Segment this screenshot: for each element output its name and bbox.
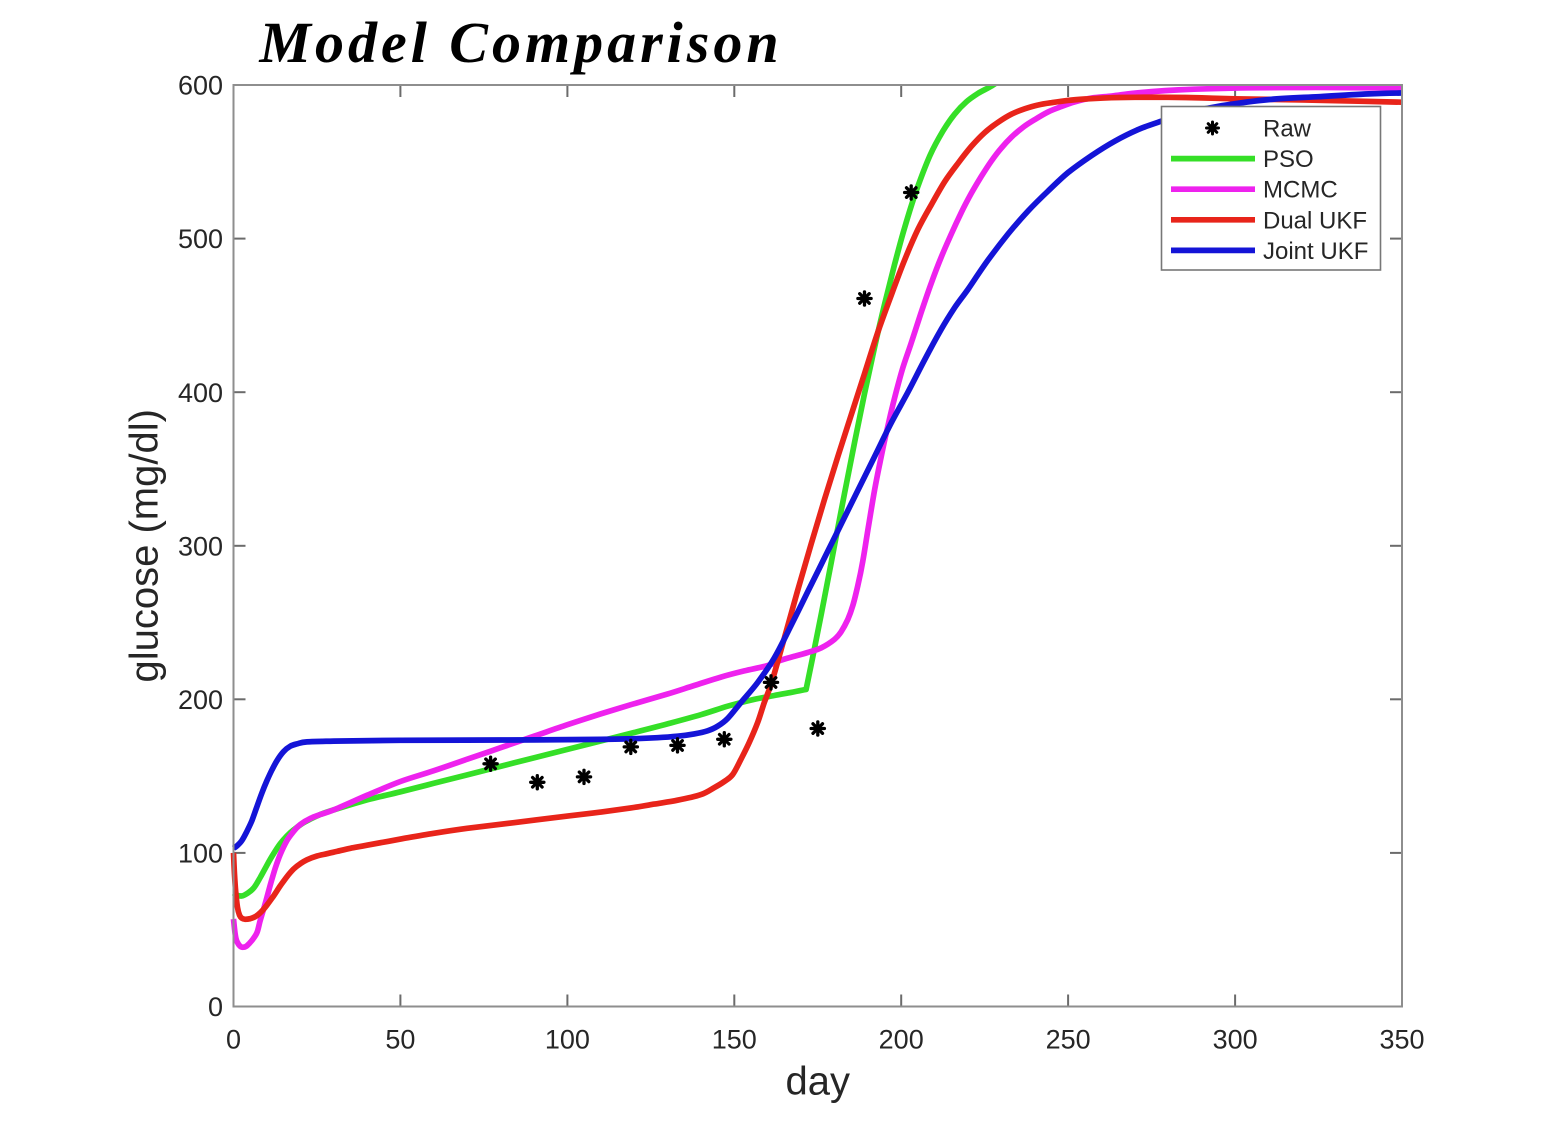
- svg-text:400: 400: [178, 378, 223, 408]
- svg-text:350: 350: [1379, 1025, 1424, 1055]
- svg-text:day: day: [786, 1060, 851, 1104]
- svg-text:Joint UKF: Joint UKF: [1263, 238, 1368, 265]
- svg-text:50: 50: [385, 1025, 415, 1055]
- svg-text:0: 0: [226, 1025, 241, 1055]
- svg-text:500: 500: [178, 224, 223, 254]
- svg-text:600: 600: [178, 71, 223, 101]
- svg-text:PSO: PSO: [1263, 146, 1314, 173]
- svg-text:MCMC: MCMC: [1263, 177, 1338, 204]
- svg-text:250: 250: [1046, 1025, 1091, 1055]
- svg-text:glucose (mg/dl): glucose (mg/dl): [123, 409, 167, 682]
- svg-text:200: 200: [178, 685, 223, 715]
- svg-text:Dual UKF: Dual UKF: [1263, 207, 1367, 234]
- svg-text:0: 0: [208, 992, 223, 1022]
- svg-text:300: 300: [1213, 1025, 1258, 1055]
- svg-text:200: 200: [879, 1025, 924, 1055]
- svg-text:Model Comparison: Model Comparison: [258, 10, 782, 75]
- svg-text:100: 100: [178, 839, 223, 869]
- svg-text:100: 100: [545, 1025, 590, 1055]
- svg-text:300: 300: [178, 531, 223, 561]
- svg-text:150: 150: [712, 1025, 757, 1055]
- svg-text:Raw: Raw: [1263, 116, 1312, 143]
